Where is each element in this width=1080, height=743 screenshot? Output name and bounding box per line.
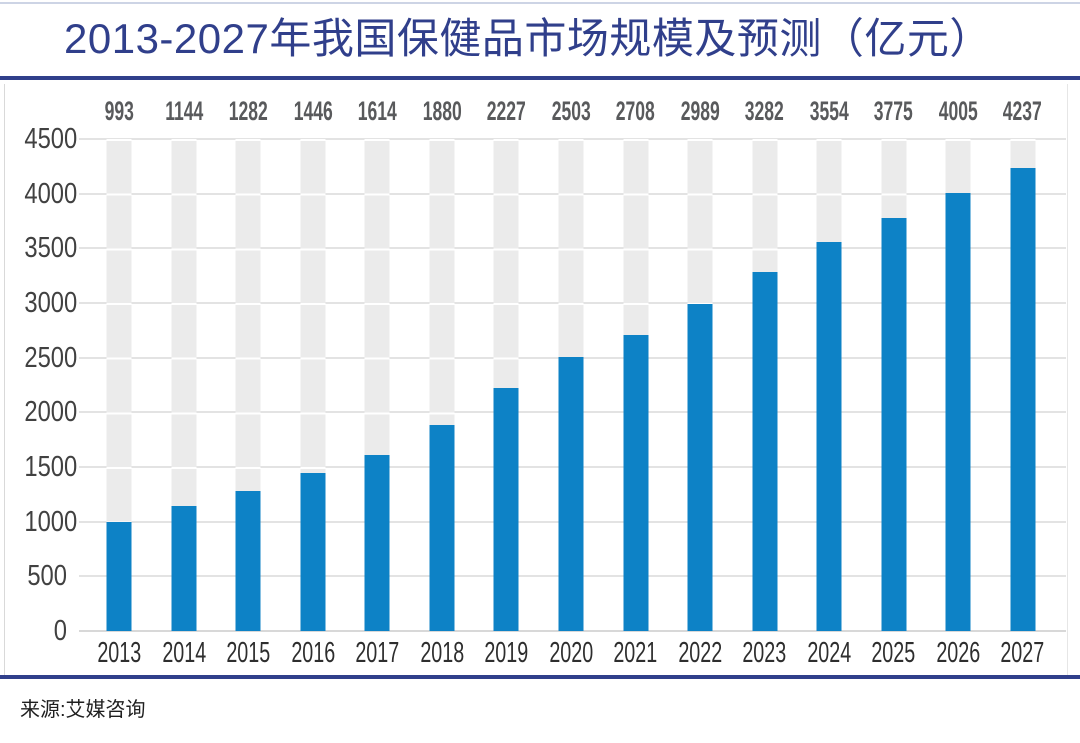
top-hairline [0, 2, 1080, 4]
title-underline-rule [0, 76, 1080, 80]
bar-value-label: 993 [104, 96, 134, 126]
bar [171, 505, 197, 631]
chart-column [926, 139, 991, 631]
bar [881, 218, 907, 631]
x-axis-year-labels: 2013 2014 2015 2016 2017 2018 2019 2020 2021 2022… [87, 638, 1055, 668]
y-axis-tick-label: 1000 [24, 505, 78, 538]
bar [816, 242, 842, 631]
chart-column [539, 139, 604, 631]
bar-value-label: 1282 [228, 96, 268, 126]
bar-value-label: 3775 [874, 96, 914, 126]
bar [687, 304, 713, 631]
x-axis-year-label: 2015 [226, 637, 271, 669]
bar-value-label: 1446 [293, 96, 333, 126]
bars-layer [87, 139, 1055, 631]
chart-column [668, 139, 733, 631]
chart-column [410, 139, 475, 631]
bar [493, 387, 519, 631]
bar-value-label: 1880 [422, 96, 462, 126]
x-axis-year-label: 2025 [871, 637, 916, 669]
chart-column [732, 139, 797, 631]
bar-value-label: 4237 [1003, 96, 1043, 126]
chart-column [152, 139, 217, 631]
chart-card: 0 500 1000 1500 2000 2500 3000 3500 4000 4500 993… [4, 84, 1068, 675]
bar-value-label: 3282 [745, 96, 785, 126]
x-axis-year-label: 2021 [613, 637, 658, 669]
bar [364, 454, 390, 631]
x-axis-year-label: 2026 [936, 637, 981, 669]
x-axis-year-label: 2027 [1000, 637, 1045, 669]
page-title: 2013-2027年我国保健品市场规模及预测（亿元） [64, 15, 992, 62]
bar [235, 490, 261, 631]
bar [429, 425, 455, 631]
chart-column [345, 139, 410, 631]
x-axis-year-label: 2023 [742, 637, 787, 669]
chart-column [87, 139, 152, 631]
y-axis-tick-label: 4000 [24, 177, 78, 210]
chart-column [216, 139, 281, 631]
y-axis-tick-label: 4500 [24, 123, 78, 155]
source-text: 来源:艾媒咨询 [20, 699, 146, 721]
bar-value-label: 2503 [551, 96, 591, 126]
chart-column [990, 139, 1055, 631]
x-axis-year-label: 2016 [290, 637, 335, 669]
x-axis-year-label: 2020 [549, 637, 593, 669]
y-axis-tick-label: 2000 [24, 396, 78, 429]
bar [945, 193, 971, 631]
y-axis-tick-label: 1500 [24, 451, 78, 483]
x-axis-year-label: 2019 [484, 637, 529, 669]
y-axis-tick-label: 2500 [24, 341, 78, 374]
chart-column [603, 139, 668, 631]
chart-column [474, 139, 539, 631]
bar-value-labels: 993 1144 1282 1446 1614 1880 2227 2503 2708 2989 3… [87, 96, 1055, 126]
x-axis-year-label: 2024 [807, 637, 852, 669]
bar [558, 357, 584, 631]
chart-column [797, 139, 862, 631]
x-axis-line [79, 630, 1066, 632]
bar-value-label: 2227 [486, 96, 526, 126]
bar-value-label: 1144 [164, 96, 203, 126]
y-axis-tick-label: 3500 [24, 232, 78, 265]
x-axis-year-label: 2014 [161, 637, 206, 669]
bar-value-label: 1614 [357, 96, 397, 126]
bar-value-label: 3554 [809, 96, 849, 126]
x-axis-year-label: 2018 [419, 637, 464, 669]
bottom-rule [0, 675, 1080, 679]
chart-column [281, 139, 346, 631]
bar-value-label: 4005 [938, 96, 978, 126]
bar [623, 334, 649, 631]
bar [300, 472, 326, 631]
bar-value-label: 2989 [680, 96, 720, 126]
y-axis-tick-label: 500 [27, 560, 68, 593]
chart-column [861, 139, 926, 631]
x-axis-year-label: 2022 [678, 637, 722, 669]
y-axis-tick-label: 0 [53, 615, 67, 647]
bar [1010, 167, 1036, 631]
x-axis-year-label: 2013 [97, 637, 142, 669]
bar-value-label: 2708 [615, 96, 656, 126]
bar [106, 522, 132, 631]
y-axis-tick-label: 3000 [24, 287, 78, 319]
x-axis-year-label: 2017 [355, 637, 400, 669]
bar [752, 272, 778, 631]
